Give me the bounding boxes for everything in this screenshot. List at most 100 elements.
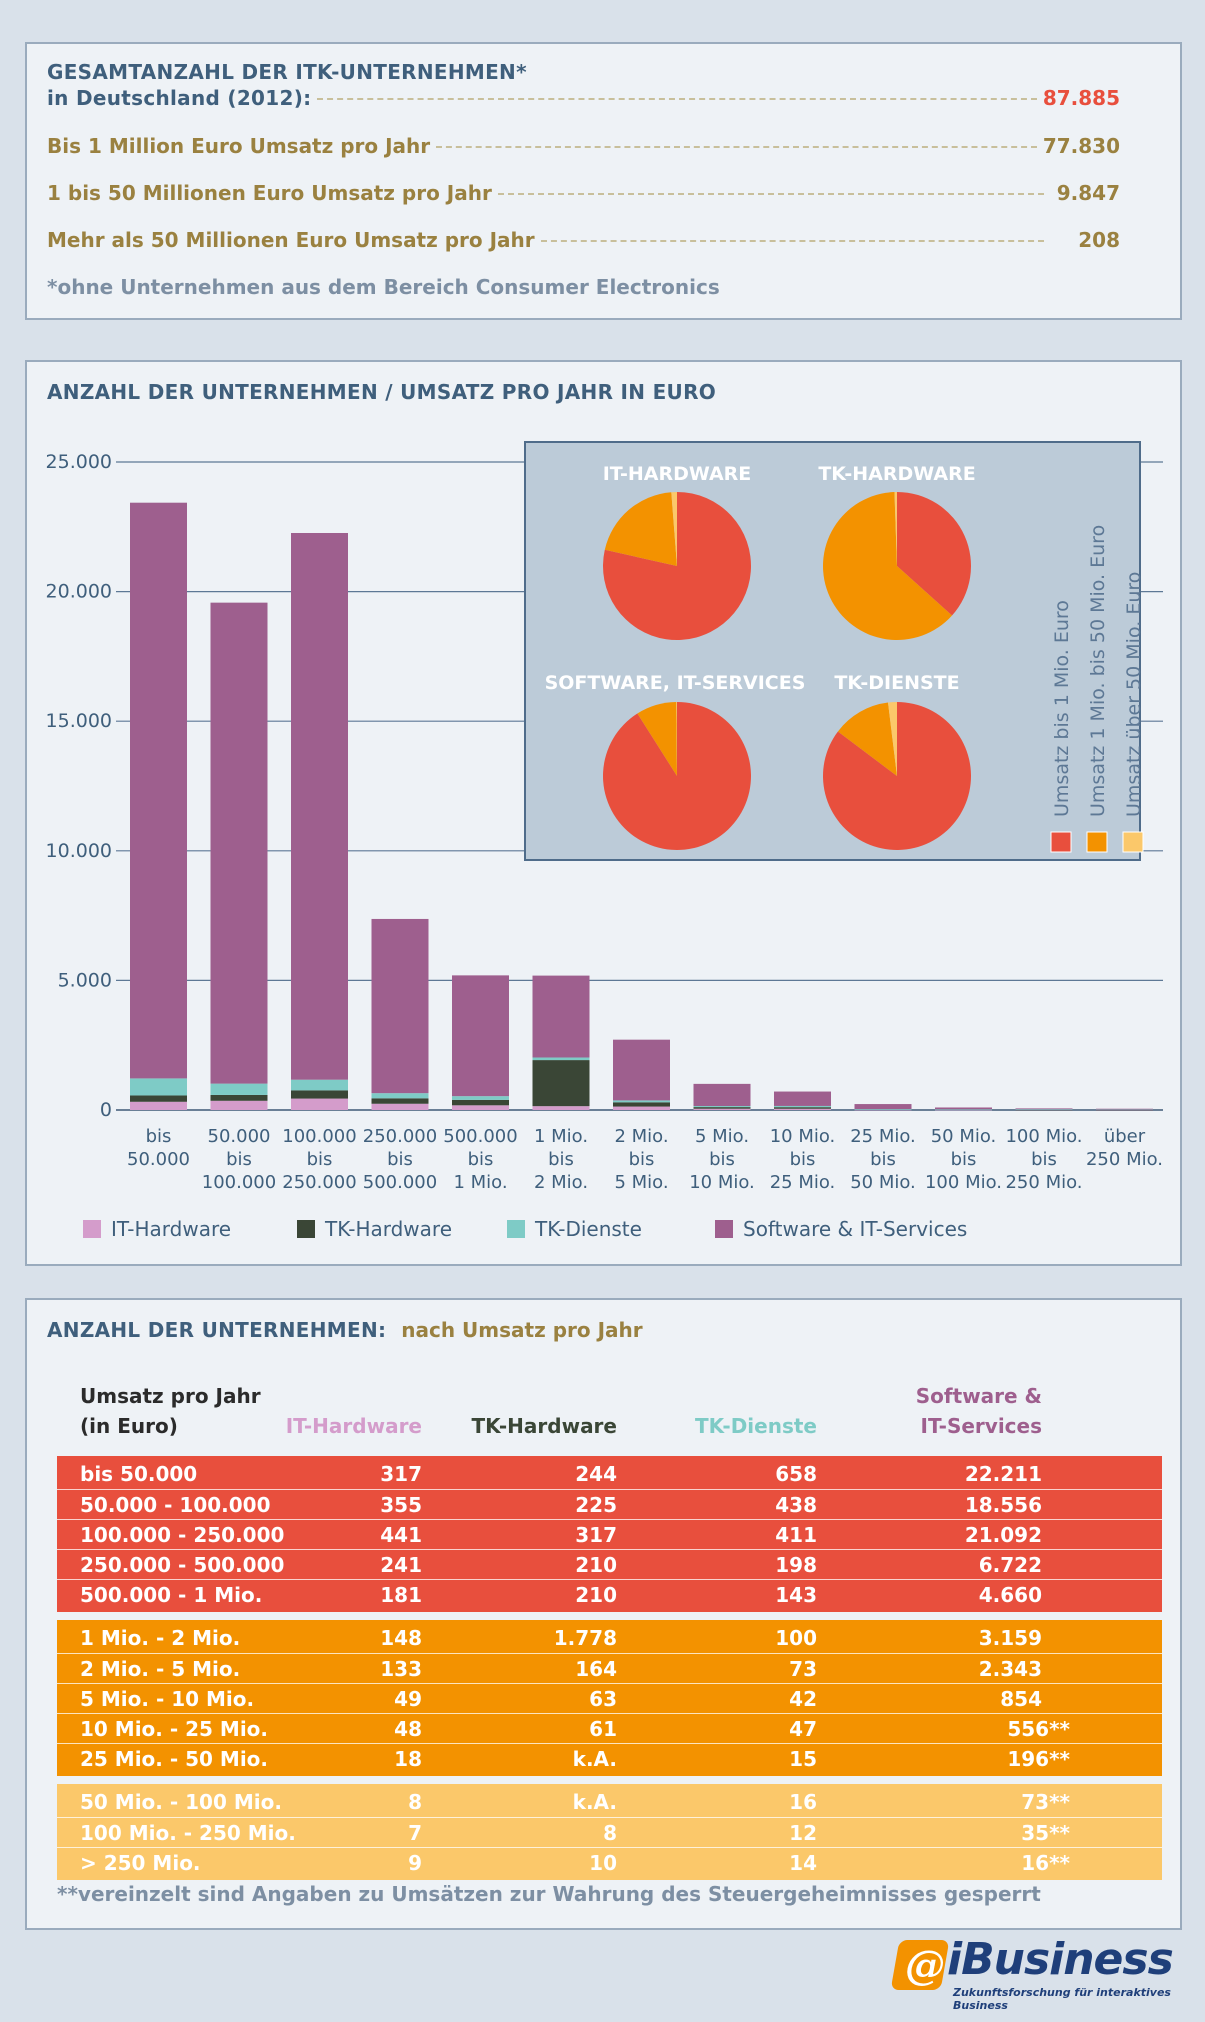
table-row-group: 1 Mio. - 2 Mio. 148 1.778 100 3.159 2 Mio. - … (57, 1620, 1162, 1776)
table-cell-value: 4.660 (978, 1583, 1042, 1607)
pie-slice (603, 702, 752, 850)
bar-segment (774, 1107, 831, 1109)
table-cell-value: 42 (789, 1687, 817, 1711)
bar-segment (291, 532, 348, 1080)
legend-swatch (715, 1220, 733, 1238)
bar-segment (452, 975, 509, 1097)
table-row-group: 50 Mio. - 100 Mio. 8 k.A. 16 73** 100 Mio. - … (57, 1784, 1162, 1880)
table-cell-value: 556** (1007, 1717, 1070, 1741)
table-cell-range: bis 50.000 (80, 1462, 198, 1486)
table-cell-value: 181 (380, 1583, 422, 1607)
bar-segment (452, 1099, 509, 1106)
bar-segment (935, 1109, 992, 1111)
table-cell-value: 73** (1021, 1790, 1070, 1814)
x-tick-label: 250.000 (282, 1172, 356, 1193)
x-tick-label: 500.000 (363, 1172, 437, 1193)
table-cell-value: 225 (575, 1493, 617, 1517)
legend-label: TK-Dienste (534, 1217, 642, 1241)
x-tick-label: 50 Mio. (850, 1172, 916, 1193)
summary-total-row: in Deutschland (2012): 87.885 (47, 86, 1120, 110)
table-cell-range: 250.000 - 500.000 (80, 1553, 285, 1577)
table-cell-value: 21.092 (964, 1523, 1042, 1547)
table-cell-value: 164 (575, 1657, 617, 1681)
summary-footnote: *ohne Unternehmen aus dem Bereich Consum… (47, 275, 720, 299)
x-tick-label: 2 Mio. (614, 1126, 668, 1147)
table-cell-value: 14 (789, 1851, 817, 1875)
table-cell-value: k.A. (572, 1747, 617, 1771)
table-row: 100.000 - 250.000 441 317 411 21.092 (57, 1519, 1162, 1549)
table-cell-value: 9 (408, 1851, 422, 1875)
pie-legend-label: Umsatz 1 Mio. bis 50 Mio. Euro (1087, 525, 1109, 817)
legend-label: Software & IT-Services (743, 1217, 967, 1241)
y-tick-label: 20.000 (46, 581, 112, 603)
x-tick-label: 250.000 (363, 1126, 437, 1147)
table-cell-value: k.A. (572, 1790, 617, 1814)
table-cell-range: 10 Mio. - 25 Mio. (80, 1717, 269, 1741)
x-tick-label: bis (709, 1149, 735, 1170)
bar-segment (1015, 1109, 1073, 1111)
table-cell-value: 16 (789, 1790, 817, 1814)
pie-legend-swatch (1122, 831, 1144, 853)
table-column-header: Software & (915, 1384, 1042, 1408)
pie-legend-label: Umsatz über 50 Mio. Euro (1123, 572, 1145, 817)
table-cell-value: 196** (1007, 1747, 1070, 1771)
bar-segment (210, 1094, 268, 1101)
bar-segment (371, 918, 429, 1094)
x-tick-label: 10 Mio. (770, 1126, 836, 1147)
table-cell-range: 100 Mio. - 250 Mio. (80, 1821, 296, 1845)
bar-segment (452, 1105, 509, 1110)
y-tick-label: 25.000 (46, 451, 112, 473)
bar-chart: 05.00010.00015.00020.00025.000bis50.0005… (46, 441, 1163, 1241)
bar-segment (532, 975, 590, 1058)
table-panel: ANZAHL DER UNTERNEHMEN: nach Umsatz pro … (25, 1298, 1182, 1930)
table-cell-value: 18.556 (964, 1493, 1042, 1517)
chart-title: ANZAHL DER UNTERNEHMEN / UMSATZ PRO JAHR… (47, 380, 717, 404)
y-tick-label: 10.000 (46, 840, 112, 862)
table-row: 1 Mio. - 2 Mio. 148 1.778 100 3.159 (57, 1623, 1162, 1653)
table-cell-value: 3.159 (978, 1626, 1042, 1650)
pie-title: SOFTWARE, IT-SERVICES (545, 672, 806, 694)
bar-segment (1096, 1108, 1153, 1110)
legend-swatch (83, 1220, 101, 1238)
table-cell-value: 35** (1021, 1821, 1070, 1845)
table-row: 10 Mio. - 25 Mio. 48 61 47 556** (57, 1713, 1162, 1743)
bar-segment (774, 1105, 831, 1108)
bar-segment (371, 1103, 429, 1110)
bar-segment (532, 1060, 590, 1107)
pie-slice (637, 702, 677, 776)
summary-row: Bis 1 Million Euro Umsatz pro Jahr 77.83… (47, 134, 1120, 158)
table-cell-value: 198 (775, 1553, 817, 1577)
summary-row-value: 9.847 (1056, 181, 1120, 205)
table-cell-value: 241 (380, 1553, 422, 1577)
x-tick-label: 5 Mio. (614, 1172, 668, 1193)
bar-segment (613, 1039, 670, 1101)
x-tick-label: 100 Mio. (925, 1172, 1002, 1193)
table-cell-range: > 250 Mio. (80, 1851, 201, 1875)
summary-row-label: Mehr als 50 Millionen Euro Umsatz pro Ja… (47, 228, 535, 252)
pie-legend-label: Umsatz bis 1 Mio. Euro (1051, 600, 1073, 817)
table-column-header: TK-Dienste (695, 1414, 817, 1438)
x-tick-label: 250 Mio. (1086, 1149, 1163, 1170)
table-cell-value: 317 (575, 1523, 617, 1547)
summary-row-value: 208 (1078, 228, 1120, 252)
x-tick-label: bis (387, 1149, 413, 1170)
table-cell-range: 50.000 - 100.000 (80, 1493, 271, 1517)
legend-label: TK-Hardware (324, 1217, 452, 1241)
bar-segment (1096, 1109, 1153, 1110)
x-tick-label: 100.000 (202, 1172, 276, 1193)
table-cell-value: 438 (775, 1493, 817, 1517)
bar-segment (291, 1079, 348, 1091)
bar-segment (693, 1106, 751, 1108)
pie-slice (823, 492, 953, 640)
summary-row-label: Bis 1 Million Euro Umsatz pro Jahr (47, 134, 431, 158)
bar-segment (854, 1109, 912, 1110)
table-row: 250.000 - 500.000 241 210 198 6.722 (57, 1549, 1162, 1579)
x-tick-label: bis (468, 1149, 494, 1170)
bar-segment (210, 1100, 268, 1110)
bar-segment (693, 1108, 751, 1110)
table-cell-value: 16** (1021, 1851, 1070, 1875)
table-cell-value: 210 (575, 1583, 617, 1607)
table-cell-value: 61 (589, 1717, 617, 1741)
pie-slice (604, 492, 677, 566)
table-column-header: TK-Hardware (471, 1414, 617, 1438)
